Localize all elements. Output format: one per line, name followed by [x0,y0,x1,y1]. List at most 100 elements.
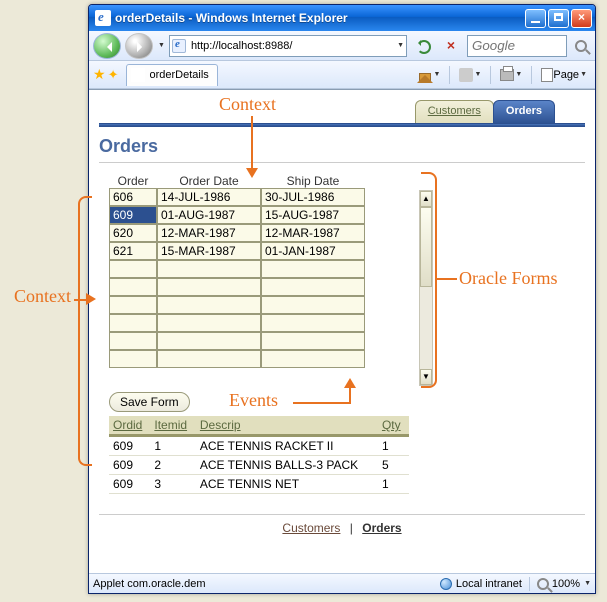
col-header-order-date: Order Date [157,174,261,188]
tab-underline [99,123,585,127]
grid-cell-order_date[interactable] [157,188,261,206]
tab-customers[interactable]: Customers [415,100,494,124]
url-input[interactable] [189,39,396,53]
table-row[interactable] [109,188,365,206]
grid-cell-order_date[interactable] [157,296,261,314]
detail-header-qty[interactable]: Qty [378,416,409,436]
grid-cell-order[interactable] [109,278,157,296]
zoom-icon [537,578,549,590]
save-form-button[interactable]: Save Form [109,392,190,412]
annotation-context-left: Context [14,286,71,307]
table-row[interactable] [109,350,365,368]
forward-button[interactable] [125,33,153,59]
orders-grid[interactable] [109,188,365,368]
grid-cell-order_date[interactable] [157,206,261,224]
rss-icon [459,68,473,82]
favorites-icon[interactable]: ★ [93,66,106,83]
annotation-arrow-events [344,372,356,388]
detail-cell-ordid: 609 [109,475,150,494]
status-zone: Local intranet [456,578,522,590]
grid-cell-order[interactable] [109,332,157,350]
table-row[interactable] [109,242,365,260]
grid-cell-order_date[interactable] [157,260,261,278]
tab-orders[interactable]: Orders [493,100,555,124]
grid-cell-ship_date[interactable] [261,224,365,242]
table-row[interactable] [109,224,365,242]
grid-cell-ship_date[interactable] [261,350,365,368]
titlebar: orderDetails - Windows Internet Explorer… [89,5,595,31]
grid-cell-order[interactable] [109,260,157,278]
page-title: Orders [99,136,158,157]
grid-cell-order_date[interactable] [157,332,261,350]
grid-cell-order_date[interactable] [157,224,261,242]
grid-cell-ship_date[interactable] [261,332,365,350]
footer-link-customers[interactable]: Customers [282,521,340,535]
grid-cell-ship_date[interactable] [261,278,365,296]
table-row[interactable] [109,206,365,224]
minimize-button[interactable] [525,9,546,28]
scroll-down-button[interactable]: ▼ [420,369,432,385]
detail-header-descrip[interactable]: Descrip [196,416,378,436]
detail-cell-itemid: 3 [150,475,196,494]
address-bar[interactable]: ▼ [169,35,407,57]
scroll-thumb[interactable] [420,207,432,287]
grid-cell-ship_date[interactable] [261,242,365,260]
grid-cell-order_date[interactable] [157,350,261,368]
table-row[interactable] [109,296,365,314]
grid-cell-order[interactable] [109,242,157,260]
grid-cell-order[interactable] [109,296,157,314]
grid-cell-order_date[interactable] [157,242,261,260]
tab-label: orderDetails [149,69,208,81]
ie-icon [95,10,111,26]
add-favorite-icon[interactable]: ✦ [108,67,119,83]
close-button[interactable]: × [571,9,592,28]
detail-cell-ordid: 609 [109,456,150,475]
browser-tab[interactable]: orderDetails [126,64,217,86]
scroll-up-button[interactable]: ▲ [420,191,432,207]
detail-header-itemid[interactable]: Itemid [150,416,196,436]
nav-history-dropdown[interactable]: ▼ [158,42,165,49]
search-input[interactable] [467,35,567,57]
grid-cell-order[interactable] [109,188,157,206]
grid-cell-ship_date[interactable] [261,188,365,206]
grid-cell-order_date[interactable] [157,314,261,332]
grid-cell-ship_date[interactable] [261,296,365,314]
footer-divider [99,514,585,515]
annotation-line-events [293,402,351,404]
page-menu-button[interactable]: Page▼ [537,64,591,86]
home-button[interactable]: ▼ [413,64,445,86]
footer-link-orders[interactable]: Orders [362,521,401,535]
detail-cell-itemid: 2 [150,456,196,475]
home-icon [417,67,433,83]
refresh-button[interactable] [411,35,435,57]
table-row[interactable] [109,314,365,332]
maximize-button[interactable] [548,9,569,28]
detail-cell-qty: 1 [378,475,409,494]
statusbar: Applet com.oracle.dem Local intranet 100… [89,573,595,593]
annotation-line-events-v [349,382,351,404]
grid-scrollbar[interactable]: ▲ ▼ [419,190,433,386]
feeds-button[interactable]: ▼ [455,64,485,86]
table-row[interactable] [109,278,365,296]
detail-cell-descrip: ACE TENNIS BALLS-3 PACK [196,456,378,475]
grid-cell-order[interactable] [109,314,157,332]
grid-cell-order[interactable] [109,224,157,242]
col-header-order: Order [109,174,157,188]
detail-row: 6091ACE TENNIS RACKET II1 [109,436,409,456]
table-row[interactable] [109,332,365,350]
search-button[interactable] [571,35,591,57]
grid-cell-order[interactable] [109,350,157,368]
back-button[interactable] [93,33,121,59]
grid-cell-ship_date[interactable] [261,206,365,224]
url-dropdown[interactable]: ▼ [397,42,404,49]
print-button[interactable]: ▼ [496,64,526,86]
stop-button[interactable]: × [439,35,463,57]
browser-window: orderDetails - Windows Internet Explorer… [88,4,596,594]
grid-cell-order[interactable] [109,206,157,224]
zoom-control[interactable]: 100% ▼ [537,578,591,590]
detail-header-ordid[interactable]: Ordid [109,416,150,436]
grid-cell-ship_date[interactable] [261,260,365,278]
grid-cell-order_date[interactable] [157,278,261,296]
table-row[interactable] [109,260,365,278]
grid-cell-ship_date[interactable] [261,314,365,332]
